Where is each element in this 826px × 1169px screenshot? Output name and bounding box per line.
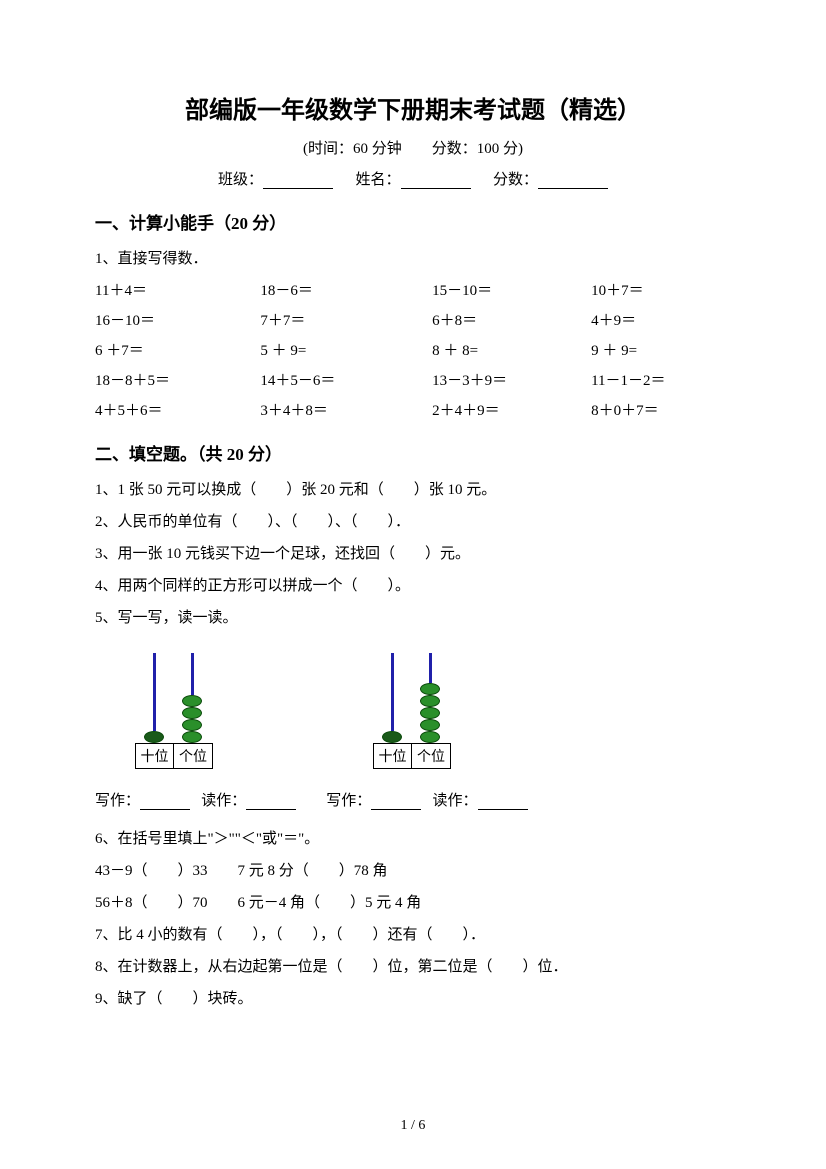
calc-row: 16－10＝ 7＋7＝ 6＋8＝ 4＋9＝ — [95, 306, 731, 336]
read-label: 读作： — [433, 793, 478, 809]
bead-icon — [420, 731, 440, 743]
calc-cell: 14＋5－6＝ — [260, 366, 432, 396]
calc-cell: 4＋5＋6＝ — [95, 396, 260, 426]
class-blank — [263, 188, 333, 189]
write-label: 写作： — [326, 793, 371, 809]
calc-cell: 6 ＋7＝ — [95, 336, 260, 366]
blank — [371, 809, 421, 810]
blank — [478, 809, 528, 810]
calc-cell: 13－3＋9＝ — [432, 366, 591, 396]
counters: 十位 个位 十位 — [135, 653, 731, 769]
calc-cell: 11＋4＝ — [95, 276, 260, 306]
calc-cell: 11－1－2＝ — [591, 366, 731, 396]
section1-header: 一、计算小能手（20 分） — [95, 209, 731, 234]
calc-cell: 15－10＝ — [432, 276, 591, 306]
calc-cell: 18－6＝ — [260, 276, 432, 306]
info-line: 班级： 姓名： 分数： — [95, 168, 731, 189]
calc-cell: 4＋9＝ — [591, 306, 731, 336]
calc-row: 11＋4＝ 18－6＝ 15－10＝ 10＋7＝ — [95, 276, 731, 306]
blank — [140, 809, 190, 810]
bead-icon — [382, 731, 402, 743]
bead-icon — [182, 707, 202, 719]
calc-cell: 5 ＋ 9= — [260, 336, 432, 366]
fill-item: 5、写一写，读一读。 — [95, 603, 731, 633]
name-blank — [401, 188, 471, 189]
bead-icon — [420, 707, 440, 719]
bead-icon — [420, 695, 440, 707]
calc-cell: 10＋7＝ — [591, 276, 731, 306]
title: 部编版一年级数学下册期末考试题（精选） — [95, 90, 731, 125]
fill-item: 9、缺了（ ）块砖。 — [95, 984, 731, 1014]
name-label: 姓名： — [355, 172, 400, 188]
fill-item: 4、用两个同样的正方形可以拼成一个（ ）。 — [95, 571, 731, 601]
calc-row: 6 ＋7＝ 5 ＋ 9= 8 ＋ 8= 9 ＋ 9= — [95, 336, 731, 366]
calc-cell: 6＋8＝ — [432, 306, 591, 336]
section2-header: 二、填空题。（共 20 分） — [95, 440, 731, 465]
fill-item: 1、1 张 50 元可以换成（ ）张 20 元和（ ）张 10 元。 — [95, 475, 731, 505]
calc-cell: 16－10＝ — [95, 306, 260, 336]
fill-item: 7、比 4 小的数有（ ），（ ），（ ）还有（ ）． — [95, 920, 731, 950]
fill-item: 8、在计数器上，从右边起第一位是（ ）位，第二位是（ ）位． — [95, 952, 731, 982]
fill-item: 43－9（ ）33 7 元 8 分（ ）78 角 — [95, 856, 731, 886]
tens-label: 十位 — [374, 744, 412, 768]
fill-item: 6、在括号里填上"＞""＜"或"＝"。 — [95, 824, 731, 854]
bead-icon — [182, 731, 202, 743]
write-label: 写作： — [95, 793, 140, 809]
fill-item: 2、人民币的单位有（ ）、（ ）、（ ）． — [95, 507, 731, 537]
fill-item: 56＋8（ ）70 6 元－4 角（ ）5 元 4 角 — [95, 888, 731, 918]
class-label: 班级： — [218, 172, 263, 188]
subtitle: (时间：60 分钟 分数：100 分) — [95, 137, 731, 158]
bead-icon — [182, 719, 202, 731]
calc-cell: 8＋0＋7＝ — [591, 396, 731, 426]
bead-icon — [420, 719, 440, 731]
tens-label: 十位 — [136, 744, 174, 768]
bead-icon — [144, 731, 164, 743]
counter-2: 十位 个位 — [373, 653, 451, 769]
calc-row: 4＋5＋6＝ 3＋4＋8＝ 2＋4＋9＝ 8＋0＋7＝ — [95, 396, 731, 426]
calc-row: 18－8＋5＝ 14＋5－6＝ 13－3＋9＝ 11－1－2＝ — [95, 366, 731, 396]
bead-icon — [420, 683, 440, 695]
read-label: 读作： — [201, 793, 246, 809]
fill-item: 3、用一张 10 元钱买下边一个足球，还找回（ ）元。 — [95, 539, 731, 569]
calc-cell: 9 ＋ 9= — [591, 336, 731, 366]
calc-cell: 3＋4＋8＝ — [260, 396, 432, 426]
write-read-line: 写作： 读作： 写作： 读作： — [95, 789, 731, 810]
bead-icon — [182, 695, 202, 707]
q1-label: 1、直接写得数． — [95, 244, 731, 274]
ones-label: 个位 — [412, 744, 450, 768]
calc-cell: 7＋7＝ — [260, 306, 432, 336]
ones-label: 个位 — [174, 744, 212, 768]
score-blank — [538, 188, 608, 189]
calc-cell: 18－8＋5＝ — [95, 366, 260, 396]
calc-cell: 2＋4＋9＝ — [432, 396, 591, 426]
blank — [246, 809, 296, 810]
calc-cell: 8 ＋ 8= — [432, 336, 591, 366]
score-label: 分数： — [493, 172, 538, 188]
counter-1: 十位 个位 — [135, 653, 213, 769]
page-number: 1 / 6 — [0, 1118, 826, 1134]
